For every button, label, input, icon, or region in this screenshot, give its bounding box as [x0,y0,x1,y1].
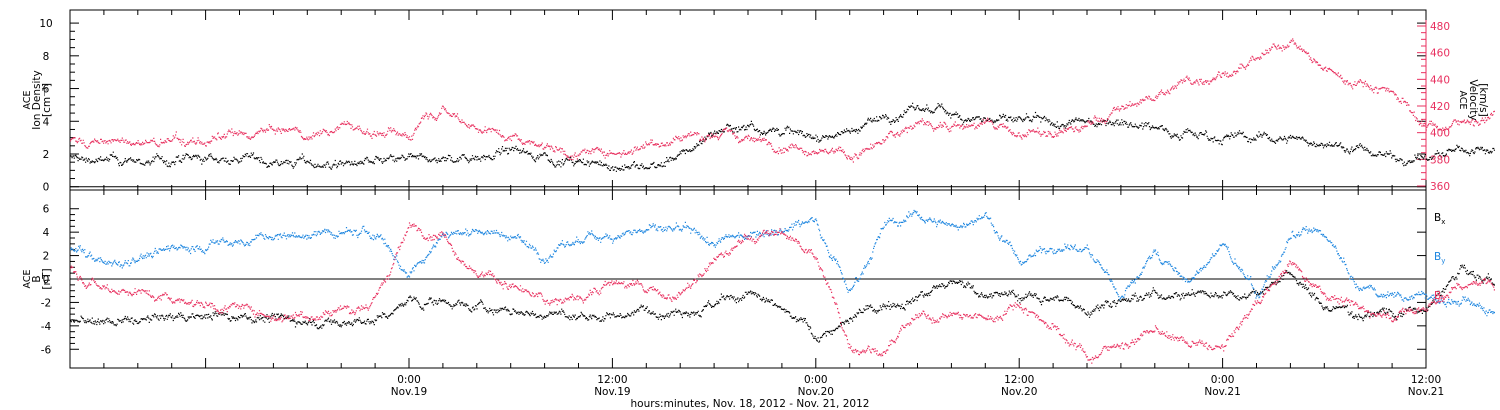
right-tick-label: 400 [1430,128,1450,140]
x-tick-date-label: Nov.20 [1001,386,1037,398]
right-axis-label: [km/s] [1477,83,1489,117]
x-tick-time-label: 0:00 [397,374,421,386]
legend-Bx: Bx [1434,212,1445,226]
series-velocity [70,38,1495,163]
x-tick-date-label: Nov.19 [594,386,630,398]
legend-By: By [1434,251,1445,265]
left-tick-label: -2 [41,297,51,309]
x-tick-time-label: 12:00 [1411,374,1441,386]
left-tick-label: 6 [43,204,50,216]
left-tick-label: -6 [41,344,52,356]
x-tick-date-label: Nov.21 [1408,386,1444,398]
x-tick-time-label: 0:00 [804,374,828,386]
x-tick-date-label: Nov.21 [1204,386,1240,398]
left-axis-label: [nT] [41,268,53,289]
axis-ticks [69,10,1427,368]
x-axis-title: hours:minutes, Nov. 18, 2012 - Nov. 21, … [631,398,870,410]
series-bz [70,222,1495,364]
x-tick-time-label: 12:00 [1004,374,1034,386]
left-axis-label: ACE [22,91,33,110]
left-axis-label: B [31,275,43,282]
x-tick-date-label: Nov.20 [798,386,834,398]
left-tick-label: 2 [43,251,50,263]
left-tick-label: 4 [43,116,50,128]
left-axis-label: ACE [22,270,33,289]
right-tick-label: 380 [1430,154,1450,166]
left-axis-label: Ion Density [31,70,43,129]
right-tick-label: 480 [1430,21,1450,33]
series-bx [70,264,1495,343]
left-tick-label: 0 [43,274,50,286]
left-tick-label: 6 [43,84,50,96]
right-tick-label: 420 [1430,101,1450,113]
left-tick-label: 0 [43,182,50,194]
series-by [70,209,1495,317]
right-axis-label: ACE [1457,91,1468,110]
legend-Bz: Bz [1434,290,1445,304]
x-tick-time-label: 0:00 [1211,374,1235,386]
series-density [70,102,1495,172]
x-tick-time-label: 12:00 [597,374,627,386]
right-tick-label: 460 [1430,48,1450,60]
left-tick-label: 2 [43,149,50,161]
x-tick-date-label: Nov.19 [391,386,427,398]
left-tick-label: 4 [43,227,50,239]
left-axis-label: [cm⁻³] [41,83,53,117]
left-tick-label: -4 [41,321,52,333]
left-tick-label: 8 [43,51,50,63]
right-axis-label: Velocity [1467,79,1479,120]
data-marks [70,38,1495,364]
right-tick-label: 360 [1430,181,1450,193]
right-tick-label: 440 [1430,74,1450,86]
left-tick-label: 10 [39,18,52,30]
